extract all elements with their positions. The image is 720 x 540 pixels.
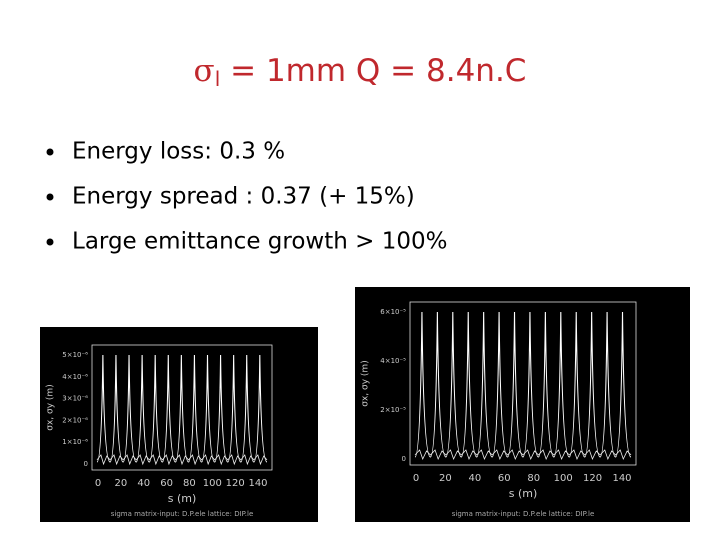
y-tick-label: 4×10⁻⁶ bbox=[62, 373, 88, 381]
y-tick-label: 5×10⁻⁶ bbox=[62, 351, 88, 359]
y-tick-label: 4×10⁻⁵ bbox=[380, 357, 406, 365]
x-axis-label: s (m) bbox=[168, 492, 197, 505]
x-axis-label: s (m) bbox=[509, 487, 538, 500]
bullet-dot bbox=[46, 238, 54, 246]
x-tick-label: 20 bbox=[439, 473, 452, 484]
x-tick-label: 120 bbox=[583, 473, 602, 484]
bullet-dot bbox=[46, 148, 54, 156]
bullet-dot bbox=[46, 193, 54, 201]
plot-background bbox=[355, 287, 690, 522]
x-tick-label: 40 bbox=[468, 473, 481, 484]
slide-title: σl = 1mm Q = 8.4n.C bbox=[194, 53, 527, 91]
plot-image: 0 20 40 60 80 100 120 140 0 2×10⁻⁵ 4×10⁻⁵ 6×10⁻⁵ s (… bbox=[355, 287, 690, 522]
x-tick-label: 60 bbox=[498, 473, 511, 484]
bullet-text: Energy loss: 0.3 % bbox=[72, 139, 285, 165]
y-tick-label: 3×10⁻⁶ bbox=[62, 395, 88, 403]
x-tick-label: 0 bbox=[413, 473, 419, 484]
trace-y bbox=[414, 449, 632, 461]
plot-image: 0 20 40 60 80 100 120 140 0 1×10⁻⁶ 2×10⁻⁶ 3×10⁻⁶ 4×1… bbox=[40, 327, 318, 522]
bullet-text: Large emittance growth > 100% bbox=[72, 229, 447, 255]
x-tick-label: 0 bbox=[95, 478, 101, 489]
y-tick-label: 0 bbox=[84, 460, 88, 468]
y-tick-label: 2×10⁻⁶ bbox=[62, 416, 88, 424]
x-tick-label: 80 bbox=[527, 473, 540, 484]
x-tick-label: 100 bbox=[554, 473, 573, 484]
y-axis-label: σx, σy (m) bbox=[361, 360, 371, 406]
x-tick-label: 140 bbox=[612, 473, 631, 484]
x-tick-label: 20 bbox=[114, 478, 127, 489]
x-tick-label: 60 bbox=[160, 478, 173, 489]
plot-frame bbox=[91, 344, 273, 471]
y-axis-label: σx, σy (m) bbox=[46, 384, 56, 430]
plot-frame bbox=[409, 301, 637, 466]
title-subscript: l bbox=[215, 67, 221, 91]
title-text: = 1mm Q = 8.4n.C bbox=[220, 53, 526, 89]
x-tick-label: 100 bbox=[203, 478, 222, 489]
trace-x bbox=[96, 354, 268, 463]
plot-caption: sigma matrix-input: D.P.ele lattice: DIP… bbox=[111, 510, 254, 518]
trace-y bbox=[96, 454, 268, 466]
plot-caption: sigma matrix-input: D.P.ele lattice: DIP… bbox=[452, 510, 595, 518]
bullet-text: Energy spread : 0.37 (+ 15%) bbox=[72, 184, 415, 210]
x-tick-label: 80 bbox=[183, 478, 196, 489]
x-tick-label: 40 bbox=[137, 478, 150, 489]
x-tick-label: 140 bbox=[248, 478, 267, 489]
y-tick-label: 6×10⁻⁵ bbox=[380, 308, 406, 316]
title-symbol: σ bbox=[194, 53, 215, 89]
x-tick-label: 120 bbox=[226, 478, 245, 489]
y-tick-label: 0 bbox=[402, 455, 406, 463]
trace-x bbox=[414, 311, 632, 458]
y-tick-label: 1×10⁻⁶ bbox=[62, 438, 88, 446]
y-tick-label: 2×10⁻⁵ bbox=[380, 406, 406, 414]
